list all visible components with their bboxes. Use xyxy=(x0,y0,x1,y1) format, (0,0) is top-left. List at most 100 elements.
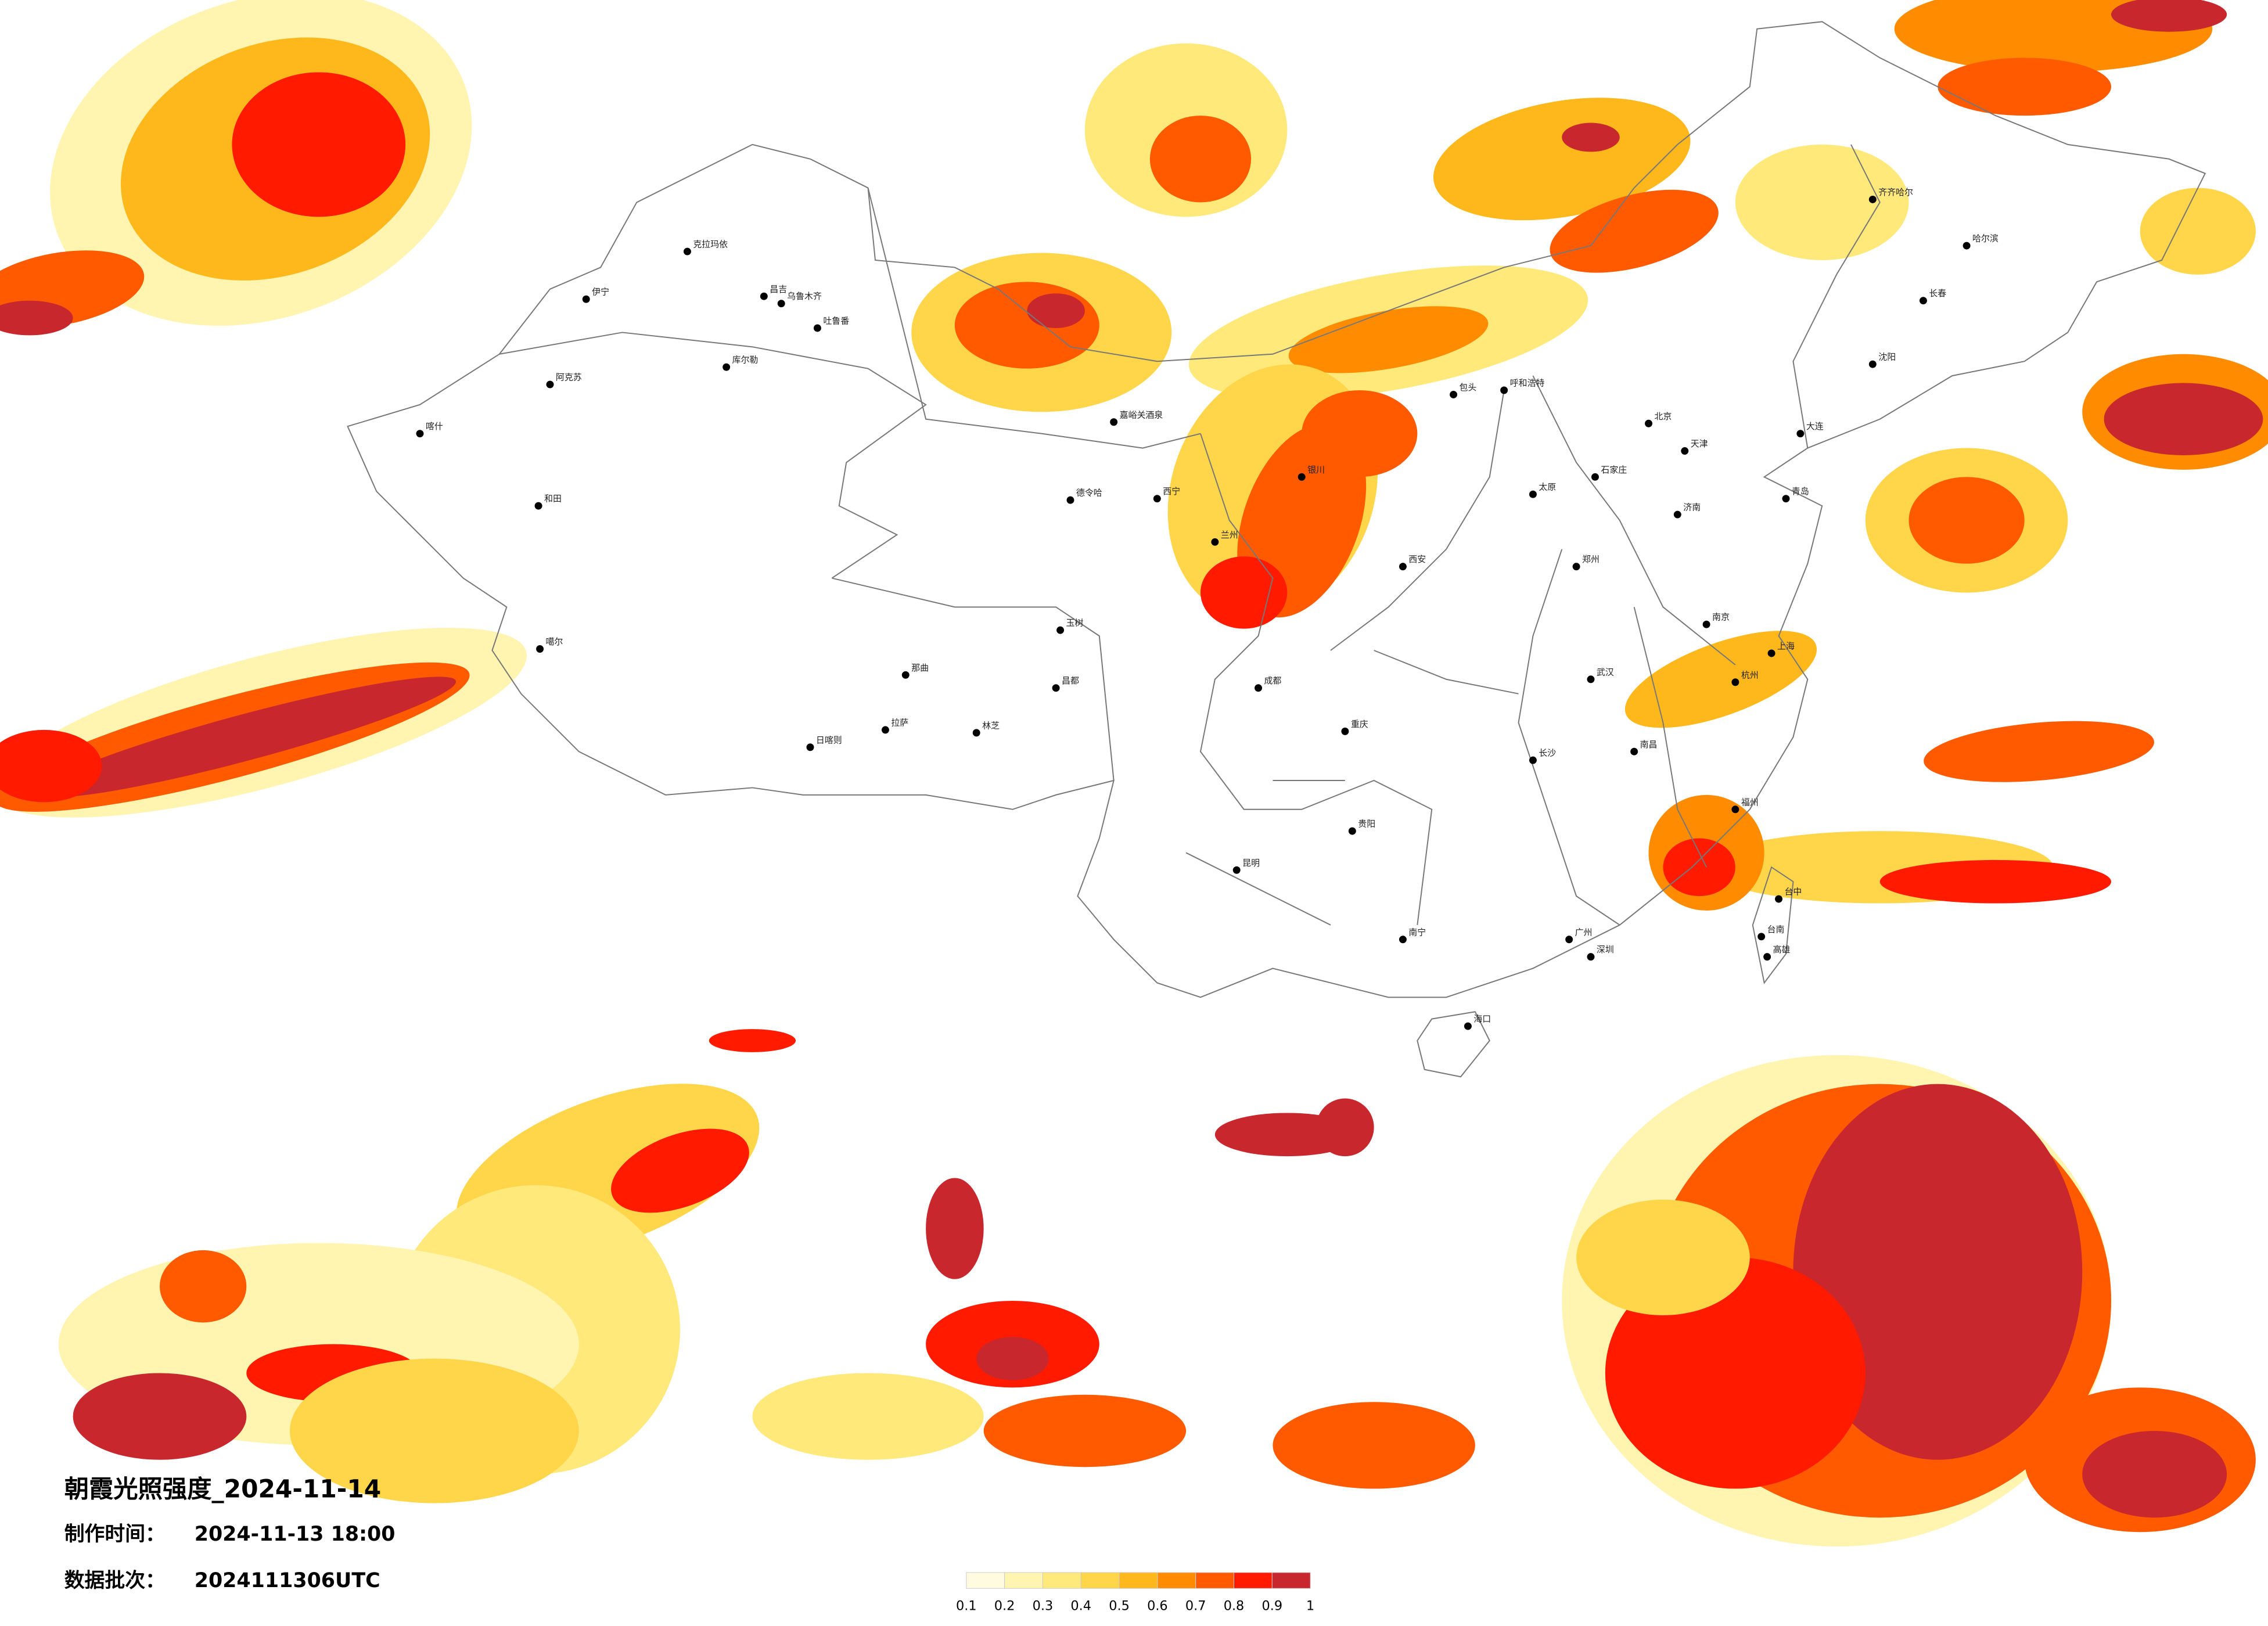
city-dot xyxy=(546,380,554,388)
colorbar-tick-label: 0.4 xyxy=(1070,1599,1091,1614)
city-dot xyxy=(1796,430,1805,438)
city-dot xyxy=(1763,953,1771,961)
city-label: 兰州 xyxy=(1221,530,1238,540)
province-border xyxy=(499,144,1881,926)
colorbar-tick-label: 0.7 xyxy=(1185,1599,1206,1614)
city-dot xyxy=(1450,390,1458,398)
city-dot xyxy=(777,300,785,308)
city-dot xyxy=(1681,447,1689,455)
city-dot xyxy=(1052,684,1060,692)
city-label: 西安 xyxy=(1408,554,1426,564)
heat-blob xyxy=(232,72,406,217)
heat-field xyxy=(0,0,2268,1547)
city-label: 台南 xyxy=(1767,924,1785,934)
city-label: 台中 xyxy=(1785,887,1802,897)
colorbar-tick-label: 0.3 xyxy=(1033,1599,1054,1614)
city-dot xyxy=(1464,1022,1472,1030)
country-border xyxy=(347,21,2206,998)
city-label: 海口 xyxy=(1473,1014,1491,1024)
heat-blob xyxy=(709,1029,796,1052)
city-label: 天津 xyxy=(1691,438,1708,449)
city-dot xyxy=(1066,496,1074,504)
city-dot xyxy=(813,324,821,332)
city-label: 昌吉 xyxy=(770,284,787,294)
city-label: 北京 xyxy=(1655,411,1672,422)
city-dot xyxy=(1757,933,1766,941)
city-dot xyxy=(1591,473,1599,481)
colorbar-tick-label: 0.6 xyxy=(1147,1599,1168,1614)
heat-blob xyxy=(1316,1098,1374,1157)
city-label: 长沙 xyxy=(1539,748,1556,758)
city-label: 贵阳 xyxy=(1358,819,1375,829)
city-dot xyxy=(1645,419,1653,427)
city-dot xyxy=(1731,678,1739,686)
heat-blob xyxy=(1433,98,1691,221)
heat-blob xyxy=(1879,859,2111,904)
city-label: 石家庄 xyxy=(1601,465,1627,475)
heat-blob xyxy=(0,300,73,336)
city-label: 上海 xyxy=(1777,641,1795,652)
colorbar-tick-label: 0.1 xyxy=(956,1599,977,1614)
city-dot xyxy=(1110,418,1118,426)
city-dot xyxy=(1587,675,1595,684)
city-dot xyxy=(1775,895,1783,903)
city-dot xyxy=(1529,490,1537,498)
city-dot xyxy=(1630,747,1638,756)
city-label: 拉萨 xyxy=(891,717,908,728)
heat-blob xyxy=(1663,838,1735,897)
city-label: 林芝 xyxy=(982,720,1000,731)
heat-blob xyxy=(1302,390,1418,477)
city-label: 伊宁 xyxy=(592,287,609,297)
city-dot xyxy=(534,502,542,510)
city-dot xyxy=(1056,626,1065,634)
colorbar-swatch xyxy=(1119,1572,1158,1589)
city-label: 齐齐哈尔 xyxy=(1878,187,1913,197)
city-label: 重庆 xyxy=(1351,719,1368,729)
colorbar-swatch xyxy=(1157,1572,1196,1589)
colorbar-swatch xyxy=(1080,1572,1120,1589)
city-dot xyxy=(901,671,910,679)
city-label: 青岛 xyxy=(1792,486,1809,497)
production-label: 制作时间： xyxy=(64,1523,166,1546)
heat-blob xyxy=(1924,721,2154,782)
city-dot xyxy=(1529,756,1537,764)
city-dot xyxy=(536,645,544,653)
heat-blob xyxy=(926,1178,984,1279)
heat-blob xyxy=(0,729,102,803)
city-dot xyxy=(1211,538,1219,546)
heat-blob xyxy=(1550,189,1719,273)
city-label: 深圳 xyxy=(1597,944,1614,955)
heat-blob xyxy=(1273,1402,1475,1489)
city-dot xyxy=(416,430,424,438)
heat-blob xyxy=(976,1337,1049,1380)
heat-blob xyxy=(2111,0,2227,32)
city-dot xyxy=(1232,866,1241,874)
colorbar-tick-label: 0.5 xyxy=(1109,1599,1130,1614)
heat-blob xyxy=(2082,1431,2227,1518)
city-dot xyxy=(1587,953,1595,961)
city-dot xyxy=(1702,620,1710,628)
city-label: 沈阳 xyxy=(1878,352,1896,362)
city-label: 郑州 xyxy=(1582,554,1600,564)
colorbar-tick-label: 0.8 xyxy=(1224,1599,1245,1614)
city-label: 德令哈 xyxy=(1076,488,1102,498)
city-dot xyxy=(1572,563,1580,571)
city-dot xyxy=(1255,684,1263,692)
city-dot xyxy=(1673,510,1681,519)
colorbar-swatch xyxy=(966,1572,1005,1589)
city-dot xyxy=(683,247,691,256)
heat-blob xyxy=(159,1250,247,1323)
city-label: 乌鲁木齐 xyxy=(787,291,822,301)
city-label: 阿克苏 xyxy=(556,372,582,383)
city-label: 南宁 xyxy=(1408,927,1426,937)
city-dot xyxy=(1565,936,1573,944)
heat-blob xyxy=(2104,383,2263,455)
city-label: 呼和浩特 xyxy=(1510,378,1545,388)
city-label: 哈尔滨 xyxy=(1972,233,1999,244)
heat-blob xyxy=(1605,1257,1866,1489)
heat-blob xyxy=(1735,144,1909,260)
city-label: 武汉 xyxy=(1597,667,1614,677)
city-dot xyxy=(1919,297,1927,305)
city-dot xyxy=(1868,195,1877,203)
